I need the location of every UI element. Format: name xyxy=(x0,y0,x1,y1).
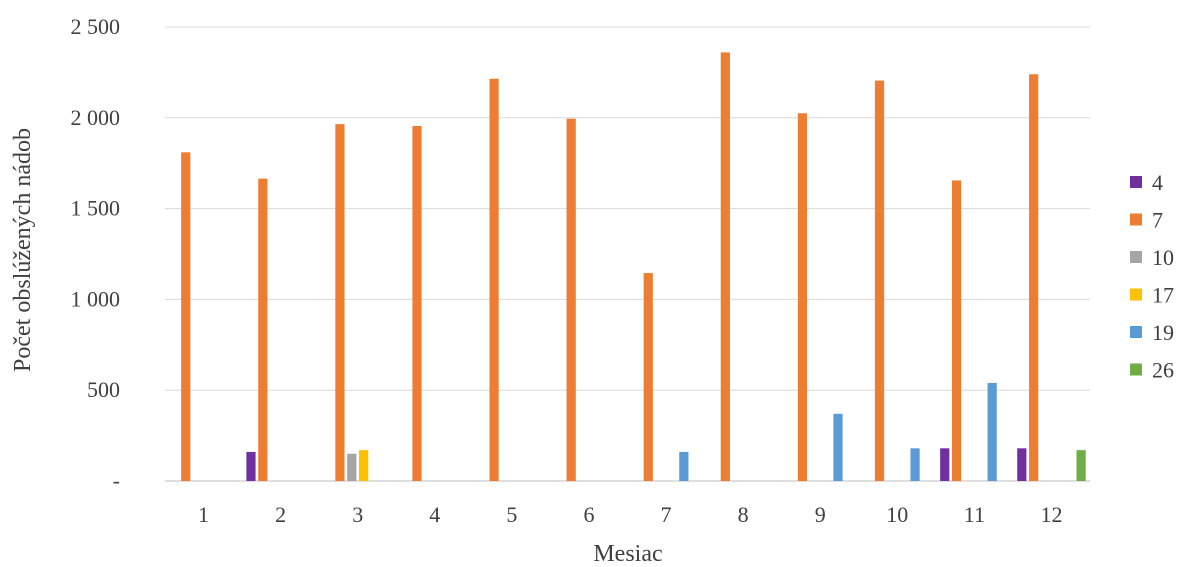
x-tick-label: 4 xyxy=(429,502,440,527)
legend-label: 7 xyxy=(1152,208,1163,233)
bar-series-19-month-9 xyxy=(833,413,843,481)
bar-series-7-month-11 xyxy=(951,180,962,481)
y-tick-label: 1 500 xyxy=(71,196,121,221)
bar-series-7-month-9 xyxy=(797,113,808,481)
legend-swatch xyxy=(1130,251,1142,263)
legend-swatch xyxy=(1130,213,1142,226)
x-axis-ticks: 1 2 3 4 5 6 7 8 9 10 11 12 xyxy=(198,502,1062,527)
y-tick-label: - xyxy=(113,468,120,493)
bar-series-26-month-12 xyxy=(1076,450,1086,481)
legend-swatch xyxy=(1130,176,1142,188)
legend-label: 4 xyxy=(1152,170,1163,195)
x-tick-label: 3 xyxy=(352,502,363,527)
y-axis-ticks: - 500 1 000 1 500 2 000 2 500 xyxy=(71,14,121,493)
x-tick-label: 12 xyxy=(1040,502,1062,527)
bar-series-17-month-3 xyxy=(359,450,369,481)
gridlines xyxy=(165,26,1090,482)
legend-swatch xyxy=(1130,326,1142,338)
x-tick-label: 8 xyxy=(738,502,749,527)
legend-swatch xyxy=(1130,363,1142,376)
x-tick-label: 11 xyxy=(964,502,985,527)
legend: 4 7 10 17 19 26 xyxy=(1130,170,1174,383)
bar-series-7-month-2 xyxy=(258,178,268,482)
bar-series-7-month-1 xyxy=(181,152,191,481)
x-tick-label: 2 xyxy=(275,502,286,527)
y-tick-label: 500 xyxy=(87,377,120,402)
bar-series-7-month-8 xyxy=(720,52,730,481)
bar-series-7-month-12 xyxy=(1029,74,1039,481)
bar-series-19-month-10 xyxy=(910,448,920,481)
y-tick-label: 2 000 xyxy=(71,105,121,130)
bar-series-7-month-3 xyxy=(335,124,345,481)
legend-label: 17 xyxy=(1152,283,1174,308)
y-axis-title: Počet obslúžených nádob xyxy=(10,128,36,372)
bar-series-4-month-12 xyxy=(1017,448,1027,481)
legend-label: 10 xyxy=(1152,245,1174,270)
legend-swatch xyxy=(1130,288,1142,301)
bar-series-10-month-3 xyxy=(347,453,357,481)
x-tick-label: 1 xyxy=(198,502,209,527)
y-tick-label: 1 000 xyxy=(71,286,121,311)
bars xyxy=(181,52,1086,482)
legend-label: 19 xyxy=(1152,320,1174,345)
x-tick-label: 7 xyxy=(661,502,672,527)
bar-series-7-month-4 xyxy=(412,125,422,482)
bar-series-4-month-2 xyxy=(246,451,256,481)
bar-series-19-month-7 xyxy=(679,451,689,481)
bar-series-4-month-11 xyxy=(940,448,950,481)
bar-series-7-month-6 xyxy=(566,118,576,481)
bar-series-7-month-5 xyxy=(489,78,499,482)
x-tick-label: 5 xyxy=(506,502,517,527)
x-tick-label: 10 xyxy=(886,502,908,527)
x-tick-label: 6 xyxy=(583,502,594,527)
y-tick-label: 2 500 xyxy=(71,14,121,39)
x-tick-label: 9 xyxy=(815,502,826,527)
x-axis-title: Mesiac xyxy=(593,541,662,567)
bar-series-7-month-10 xyxy=(874,80,885,482)
bar-series-7-month-7 xyxy=(643,273,653,481)
bar-series-19-month-11 xyxy=(987,382,997,481)
legend-label: 26 xyxy=(1152,358,1174,383)
